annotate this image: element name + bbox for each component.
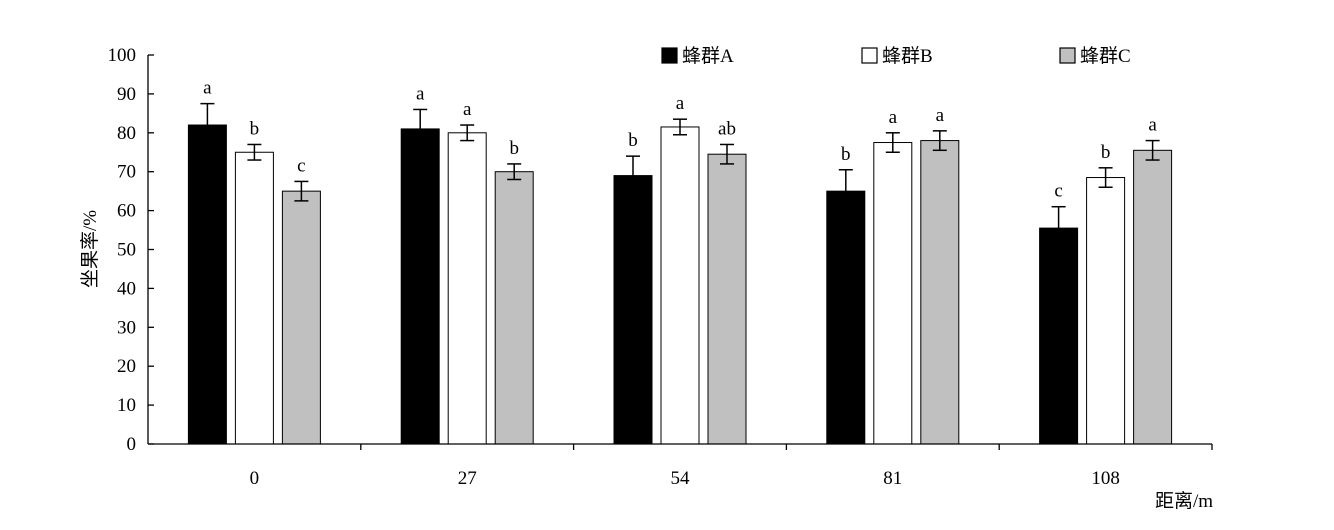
bar bbox=[1039, 227, 1079, 445]
bar bbox=[1086, 177, 1126, 445]
significance-label: a bbox=[463, 99, 472, 120]
bar bbox=[494, 171, 534, 445]
y-tick-label: 10 bbox=[117, 395, 136, 416]
bar bbox=[187, 124, 227, 445]
y-tick-label: 60 bbox=[117, 201, 136, 222]
bar bbox=[826, 190, 866, 445]
axes-layer: 0 10 20 30 40 50 60 70 80 90 100 0 27 54 81 108 bbox=[108, 45, 1213, 489]
x-tick-label: 108 bbox=[1091, 468, 1120, 489]
legend-swatch bbox=[861, 47, 878, 64]
legend-label: 蜂群A bbox=[682, 45, 734, 67]
significance-label: a bbox=[936, 105, 945, 126]
y-tick-label: 50 bbox=[117, 240, 136, 261]
significance-label: a bbox=[1148, 115, 1157, 136]
legend-label: 蜂群C bbox=[1080, 45, 1131, 67]
legend-label: 蜂群B bbox=[882, 45, 933, 67]
y-axis-label: 坐果率/% bbox=[79, 210, 101, 288]
y-tick-label: 90 bbox=[117, 84, 136, 105]
bar bbox=[281, 190, 321, 445]
bar bbox=[873, 142, 913, 445]
significance-label: b bbox=[1101, 142, 1111, 163]
significance-label: b bbox=[628, 130, 638, 151]
bar bbox=[234, 151, 274, 445]
significance-label: b bbox=[841, 144, 851, 165]
legend-swatch bbox=[661, 47, 678, 64]
y-tick-label: 30 bbox=[117, 317, 136, 338]
x-axis-label: 距离/m bbox=[1155, 490, 1213, 512]
bar bbox=[1133, 149, 1173, 445]
y-tick-label: 80 bbox=[117, 123, 136, 144]
y-tick-label: 100 bbox=[108, 45, 137, 66]
y-tick-label: 20 bbox=[117, 356, 136, 377]
x-tick-label: 54 bbox=[671, 468, 691, 489]
y-tick-label: 0 bbox=[127, 434, 137, 455]
significance-label: c bbox=[297, 155, 305, 176]
significance-label: ab bbox=[718, 118, 736, 139]
significance-label: a bbox=[889, 107, 898, 128]
significance-label: a bbox=[203, 78, 212, 99]
x-tick-label: 27 bbox=[458, 468, 477, 489]
bar bbox=[447, 132, 487, 445]
bar bbox=[920, 140, 960, 445]
significance-label: a bbox=[416, 83, 425, 104]
x-tick-label: 0 bbox=[250, 468, 260, 489]
significance-label: c bbox=[1054, 181, 1062, 202]
bar bbox=[613, 175, 653, 445]
bar bbox=[400, 128, 440, 445]
legend: 蜂群A 蜂群B 蜂群C bbox=[661, 45, 1131, 67]
significance-label: a bbox=[676, 93, 685, 114]
significance-label: b bbox=[250, 118, 260, 139]
bar bbox=[660, 126, 700, 445]
significance-label: b bbox=[509, 138, 519, 159]
y-tick-label: 70 bbox=[117, 162, 136, 183]
legend-swatch bbox=[1059, 47, 1076, 64]
y-tick-label: 40 bbox=[117, 278, 136, 299]
bar bbox=[707, 153, 747, 445]
x-tick-label: 81 bbox=[883, 468, 902, 489]
